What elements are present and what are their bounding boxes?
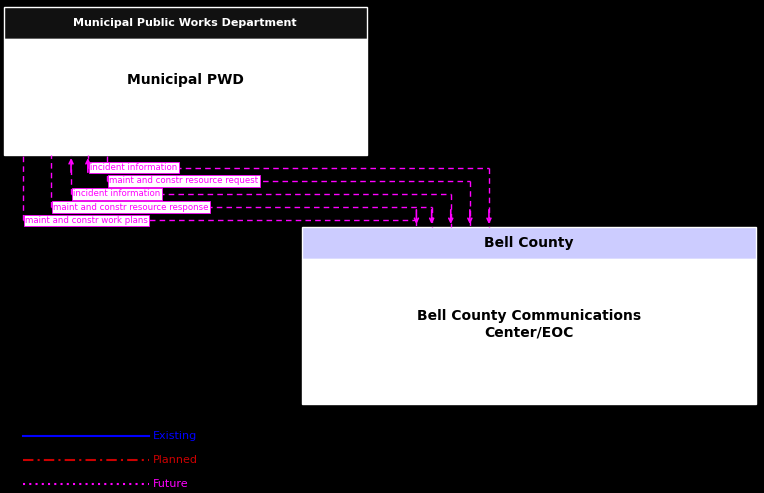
Text: Bell County: Bell County — [484, 236, 574, 250]
FancyBboxPatch shape — [4, 7, 367, 39]
Text: Planned: Planned — [153, 455, 198, 465]
Text: incident information: incident information — [73, 189, 160, 198]
FancyBboxPatch shape — [302, 227, 756, 259]
Text: Municipal PWD: Municipal PWD — [127, 73, 244, 87]
FancyBboxPatch shape — [302, 259, 756, 404]
Text: maint and constr work plans: maint and constr work plans — [25, 216, 148, 225]
Text: maint and constr resource response: maint and constr resource response — [53, 203, 209, 211]
Text: incident information: incident information — [90, 163, 177, 172]
FancyBboxPatch shape — [4, 39, 367, 155]
Text: maint and constr resource request: maint and constr resource request — [109, 176, 258, 185]
Text: Existing: Existing — [153, 431, 197, 441]
Text: Bell County Communications
Center/EOC: Bell County Communications Center/EOC — [417, 309, 641, 339]
Text: Municipal Public Works Department: Municipal Public Works Department — [73, 18, 297, 29]
Text: Future: Future — [153, 479, 189, 489]
